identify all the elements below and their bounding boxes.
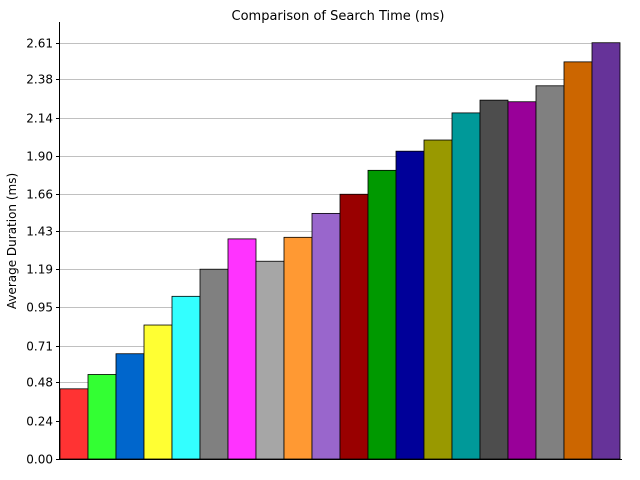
bar (143, 324, 173, 460)
bar (563, 61, 593, 460)
bar (227, 238, 257, 460)
bar (507, 101, 537, 460)
bar (339, 193, 369, 460)
y-tick-label: 1.43 (26, 225, 53, 239)
bar (367, 169, 397, 460)
y-tick-label: 1.90 (26, 150, 53, 164)
bar (311, 212, 341, 460)
y-tick-label: 1.66 (26, 188, 53, 202)
bar (199, 268, 229, 460)
y-tick-label: 0.24 (26, 415, 53, 429)
bar (171, 295, 201, 460)
bar (535, 85, 565, 460)
bar (395, 150, 425, 460)
bar (115, 353, 145, 460)
bar (591, 42, 621, 460)
y-tick-label: 0.48 (26, 376, 53, 390)
y-tick-label: 2.38 (26, 73, 53, 87)
bars (59, 42, 621, 460)
bar (59, 388, 89, 460)
y-axis-ticks: 0.00 0.24 0.48 0.71 0.95 1.19 1.43 1.66 1.90 2.14… (26, 37, 60, 467)
bar (423, 139, 453, 460)
chart-title: Comparison of Search Time (ms) (232, 9, 445, 24)
y-tick-label: 2.61 (26, 37, 53, 51)
y-axis-label: Average Duration (ms) (5, 173, 19, 309)
y-tick-label: 1.19 (26, 263, 53, 277)
y-tick-label: 0.71 (26, 340, 53, 354)
y-tick-label: 2.14 (26, 112, 53, 126)
bar (283, 236, 313, 460)
bar (451, 112, 481, 460)
y-tick-label: 0.00 (26, 453, 53, 467)
y-tick-label: 0.95 (26, 301, 53, 315)
bar (87, 374, 117, 460)
bar (479, 99, 509, 460)
bar (255, 260, 285, 460)
